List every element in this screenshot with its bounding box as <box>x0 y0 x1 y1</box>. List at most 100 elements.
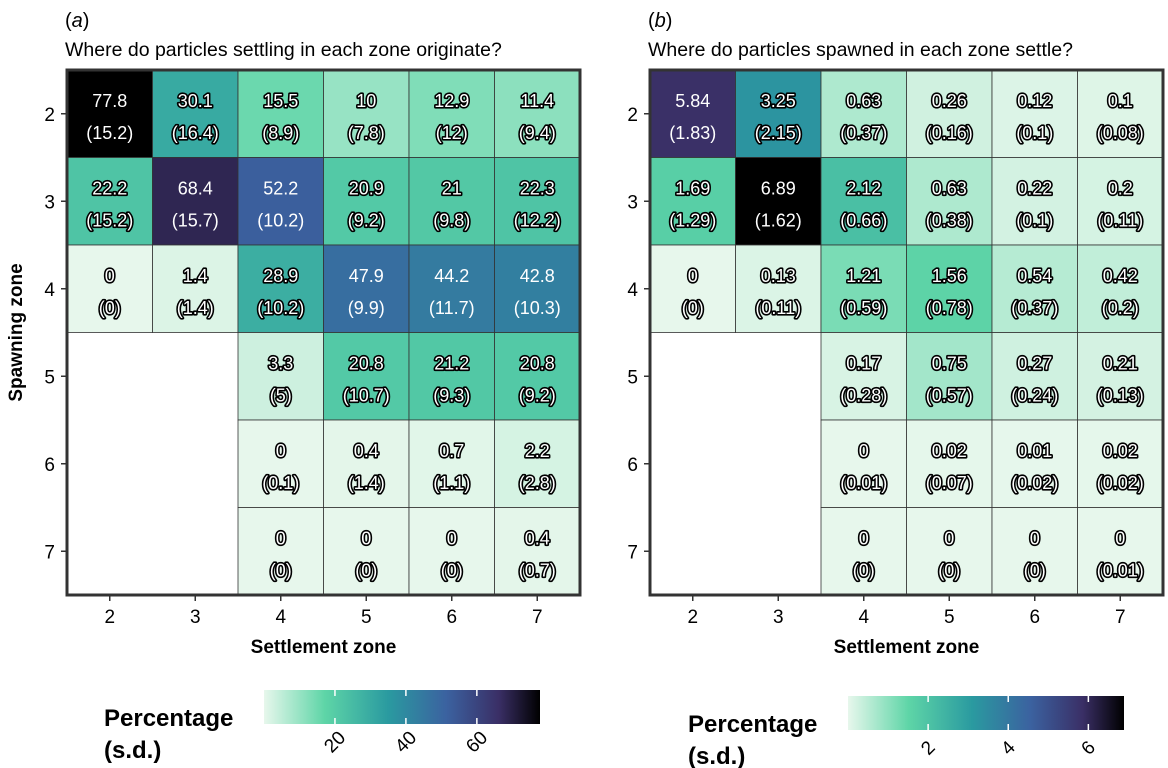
cell-value-label: 0.26 <box>932 91 967 111</box>
cell-value-label: 0.4 <box>525 528 550 548</box>
legend-title: Percentage <box>688 711 817 738</box>
panel-label: (b) <box>648 10 672 32</box>
cell-value-label: 20.9 <box>349 178 384 198</box>
cell-value-label: 0 <box>944 528 954 548</box>
legend-tick-label: 20 <box>320 727 350 757</box>
cell-sd-label: (7.8) <box>348 123 385 143</box>
cell-value-label: 0.27 <box>1017 353 1052 373</box>
heatmap-cell <box>66 244 153 333</box>
cell-sd-label: (0.1) <box>1016 210 1053 230</box>
cell-sd-label: (10.2) <box>257 210 304 230</box>
heatmap-cell <box>237 332 324 421</box>
cell-sd-label: (10.7) <box>343 385 390 405</box>
x-tick-label: 2 <box>687 607 698 628</box>
cell-value-label: 1.21 <box>846 266 881 286</box>
cell-sd-label: (0.02) <box>1097 473 1144 493</box>
cell-value-label: 0.13 <box>761 266 796 286</box>
heatmap-cell <box>1077 157 1164 246</box>
cell-sd-label: (1.83) <box>669 123 716 143</box>
cell-value-label: 12.9 <box>434 91 469 111</box>
cell-sd-label: (0.07) <box>926 473 973 493</box>
cell-value-label: 20.8 <box>349 353 384 373</box>
panel-a: (a) Where do particles settling in each z… <box>6 10 582 764</box>
legend-tick-label: 2 <box>917 737 939 759</box>
cell-value-label: 0 <box>276 528 286 548</box>
cell-sd-label: (0.38) <box>926 210 973 230</box>
heatmap-cell <box>820 157 907 246</box>
cell-sd-label: (10.2) <box>257 298 304 318</box>
cell-value-label: 5.84 <box>675 91 710 111</box>
x-tick-label: 3 <box>190 607 201 628</box>
cell-value-label: 0.63 <box>846 91 881 111</box>
y-tick-label: 2 <box>627 105 638 126</box>
cell-value-label: 0.1 <box>1108 91 1133 111</box>
heatmap-cell <box>408 157 495 246</box>
cell-sd-label: (1.1) <box>433 473 470 493</box>
cell-value-label: 0 <box>1115 528 1125 548</box>
color-legend: Percentage (s.d.) 20 40 60 <box>104 690 540 764</box>
cell-sd-label: (0.1) <box>1016 123 1053 143</box>
cell-sd-label: (1.29) <box>669 210 716 230</box>
cell-value-label: 10 <box>356 91 376 111</box>
cell-value-label: 28.9 <box>263 266 298 286</box>
heatmap-cell <box>494 69 581 158</box>
legend-tick-label: 4 <box>997 737 1020 760</box>
heatmap-cell <box>991 419 1078 508</box>
cell-sd-label: (12) <box>436 123 468 143</box>
heatmap-cell <box>494 244 581 333</box>
cell-sd-label: (0.37) <box>840 123 887 143</box>
cell-sd-label: (0.78) <box>926 298 973 318</box>
cell-value-label: 2.12 <box>846 178 881 198</box>
cell-sd-label: (1.62) <box>755 210 802 230</box>
cell-sd-label: (0.1) <box>262 473 299 493</box>
y-tick-label: 7 <box>44 542 55 563</box>
cell-value-label: 42.8 <box>520 266 555 286</box>
cell-sd-label: (0) <box>1024 560 1046 580</box>
heatmap-cell <box>408 419 495 508</box>
panel-label: (a) <box>65 10 89 32</box>
heatmap-cell <box>1077 507 1164 596</box>
legend-tick-label: 40 <box>391 727 421 757</box>
cell-sd-label: (0) <box>938 560 960 580</box>
cell-value-label: 0 <box>1030 528 1040 548</box>
cell-value-label: 0 <box>859 528 869 548</box>
cell-sd-label: (0.13) <box>1097 385 1144 405</box>
heatmap-cell <box>408 69 495 158</box>
cell-sd-label: (0.11) <box>1097 210 1143 230</box>
cell-sd-label: (0.28) <box>840 385 887 405</box>
heatmap-cell <box>735 244 822 333</box>
plot-frame <box>65 68 582 597</box>
cell-value-label: 0 <box>688 266 698 286</box>
y-tick-label: 4 <box>44 280 55 301</box>
heatmap-cell <box>323 332 410 421</box>
cell-sd-label: (9.9) <box>348 298 385 318</box>
heatmap-cell <box>408 507 495 596</box>
cell-sd-label: (0.11) <box>755 298 801 318</box>
cell-value-label: 0.75 <box>932 353 967 373</box>
cell-sd-label: (0) <box>270 560 292 580</box>
cell-value-label: 77.8 <box>92 91 127 111</box>
cell-sd-label: (9.8) <box>433 210 470 230</box>
y-tick-label: 7 <box>627 542 638 563</box>
heatmap-cell <box>649 244 736 333</box>
heatmap-cell <box>237 157 324 246</box>
cell-value-label: 22.3 <box>520 178 555 198</box>
y-tick-label: 3 <box>627 192 638 213</box>
cell-sd-label: (0.2) <box>1102 298 1139 318</box>
heatmap-cell <box>152 69 239 158</box>
cell-sd-label: (0.7) <box>519 560 556 580</box>
cell-value-label: 0.7 <box>439 441 464 461</box>
cell-sd-label: (1.4) <box>177 298 214 318</box>
heatmap-cell <box>494 507 581 596</box>
cell-sd-label: (0.57) <box>926 385 973 405</box>
y-tick-label: 4 <box>627 280 638 301</box>
cell-value-label: 0.12 <box>1017 91 1052 111</box>
cell-value-label: 30.1 <box>178 91 213 111</box>
legend-tick-label: 60 <box>462 727 492 757</box>
heatmap-cell <box>820 419 907 508</box>
cell-sd-label: (0.16) <box>926 123 973 143</box>
cell-value-label: 15.5 <box>263 91 298 111</box>
heatmap-cell <box>323 69 410 158</box>
cell-sd-label: (0) <box>99 298 121 318</box>
cell-sd-label: (9.4) <box>519 123 556 143</box>
